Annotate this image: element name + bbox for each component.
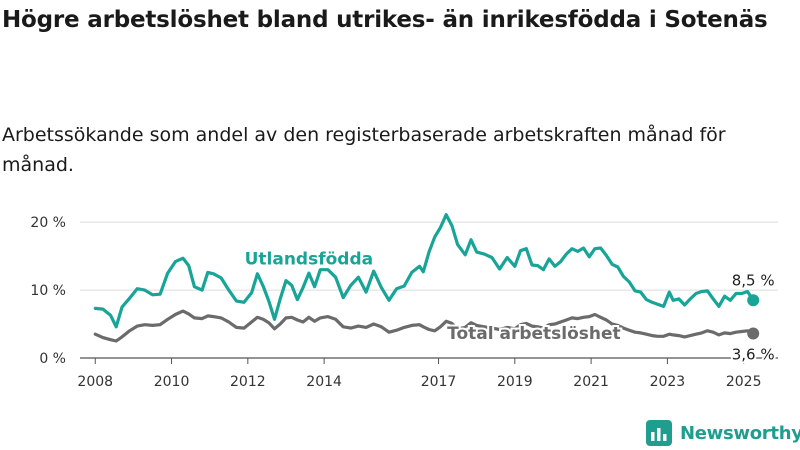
series-line-utlandsfodda	[93, 213, 755, 329]
y-tick-label: 0 %	[39, 351, 66, 367]
series-point-total-end	[747, 327, 760, 340]
x-tick-label: 2010	[154, 374, 190, 390]
y-tick-label: 20 %	[30, 215, 66, 231]
y-tick-label: 10 %	[30, 283, 66, 299]
axes: 0 % 10 % 20 % 2008 2010 2012 2014 2017 2019 2021 2…	[30, 215, 761, 390]
x-tick-label: 2014	[306, 374, 342, 390]
series-label-total: Total arbetslöshet	[447, 324, 621, 344]
series-line-total	[93, 309, 755, 343]
labels: Utlandsfödda Total arbetslöshet 8,5 % 3,…	[243, 247, 777, 365]
x-tick-label: 2008	[77, 374, 113, 390]
brand-logo[interactable]: Newsworthy	[646, 418, 800, 448]
x-tick-label: 2019	[497, 374, 533, 390]
x-tick-label: 2017	[421, 374, 457, 390]
x-tick-label: 2025	[726, 374, 762, 390]
end-value-total: 3,6 %	[732, 346, 775, 364]
x-tick-label: 2023	[650, 374, 686, 390]
series-point-utlandsfodda-end	[747, 294, 760, 307]
series-label-utlandsfodda: Utlandsfödda	[245, 249, 374, 269]
chart-title: Högre arbetslöshet bland utrikes- än inr…	[2, 7, 768, 33]
x-tick-label: 2021	[573, 374, 609, 390]
chart-subtitle: Arbetssökande som andel av den registerb…	[2, 124, 726, 176]
brand-name: Newsworthy	[680, 422, 800, 444]
series-lines	[93, 213, 760, 343]
x-tick-label: 2012	[230, 374, 266, 390]
grid-lines	[80, 221, 778, 359]
bar-chart-logo-icon	[646, 420, 672, 446]
end-value-utlandsfodda: 8,5 %	[732, 271, 775, 289]
